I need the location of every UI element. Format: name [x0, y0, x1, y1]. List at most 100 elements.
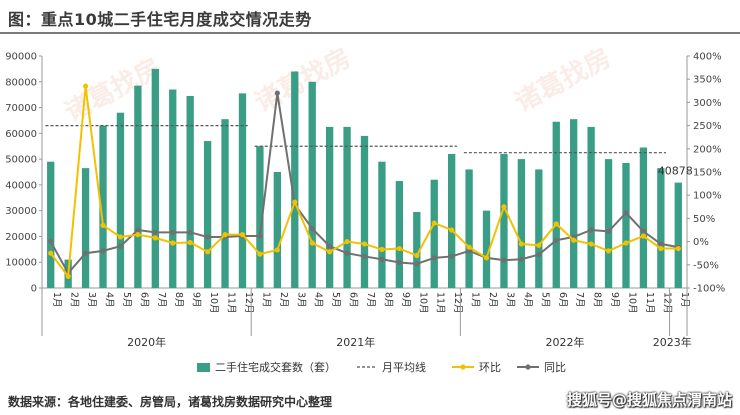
mom-point	[82, 83, 89, 89]
mom-point	[135, 232, 141, 238]
bar	[325, 126, 334, 288]
mom-point	[658, 245, 664, 252]
mom-point	[571, 237, 577, 243]
legend-label: 同比	[544, 361, 566, 374]
x-tick-label: 5月	[539, 292, 550, 308]
x-tick-label: 9月	[609, 292, 620, 308]
x-tick-label: 4月	[104, 292, 115, 308]
title-bar: 图：重点10城二手住宅月度成交情况走势	[0, 0, 740, 34]
mom-point	[239, 232, 246, 238]
yoy-point	[48, 239, 54, 245]
x-tick-label: 5月	[121, 292, 132, 308]
yoy-point	[205, 234, 211, 240]
bar	[169, 89, 177, 288]
mom-point	[170, 240, 176, 246]
x-tick-label: 3月	[295, 292, 306, 308]
mom-point	[327, 249, 333, 255]
right-tick-label: 200%	[693, 144, 722, 155]
yoy-point	[640, 228, 647, 234]
mom-point	[518, 241, 524, 247]
left-tick-label: 90000	[5, 52, 37, 63]
yoy-point	[170, 229, 176, 235]
x-tick-label: 11月	[435, 292, 446, 314]
bar	[343, 126, 351, 288]
bar	[395, 181, 404, 288]
left-tick-label: 10000	[5, 258, 37, 269]
year-label: 2023年	[653, 335, 692, 349]
bar	[308, 81, 316, 289]
mom-point	[65, 273, 71, 279]
x-tick-label: 12月	[243, 292, 254, 314]
x-tick-label: 7月	[156, 292, 167, 308]
left-tick-label: 30000	[5, 206, 37, 217]
right-tick-label: -50%	[693, 260, 719, 271]
legend-swatch-yoy-dot	[525, 364, 531, 370]
x-tick-label: 4月	[522, 292, 533, 308]
mom-point	[257, 251, 263, 257]
bar	[151, 68, 159, 288]
mom-point	[449, 227, 455, 233]
x-tick-label: 1月	[260, 292, 271, 308]
mom-point	[309, 240, 315, 246]
yoy-point	[327, 243, 333, 249]
left-tick-label: 60000	[5, 129, 37, 140]
x-tick-label: 7月	[365, 292, 376, 308]
bar	[622, 162, 630, 288]
left-tick-label: 80000	[5, 77, 37, 88]
bar	[221, 119, 229, 289]
bar	[238, 93, 247, 288]
x-tick-label: 9月	[400, 292, 411, 308]
chart-title: 图：重点10城二手住宅月度成交情况走势	[8, 10, 312, 29]
yoy-point	[309, 226, 315, 232]
bar	[465, 169, 473, 288]
chart: 0 10000 20000 30000 40000 50000 60000 70000 8000…	[5, 52, 725, 375]
yoy-point	[117, 243, 124, 249]
x-tick-label: 6月	[348, 292, 359, 308]
mom-point	[483, 255, 490, 261]
x-tick-label: 7月	[574, 292, 585, 308]
x-tick-label: 10月	[208, 292, 219, 314]
yoy-point	[466, 248, 472, 254]
left-tick-label: 50000	[5, 155, 37, 166]
bar	[552, 121, 560, 288]
mom-point	[414, 252, 420, 259]
mom-point	[100, 222, 106, 228]
yoy-point	[623, 210, 629, 216]
left-tick-label: 40000	[5, 180, 37, 191]
right-tick-label: 50%	[693, 214, 715, 225]
right-tick-label: 0%	[693, 237, 709, 248]
x-tick-label: 6月	[138, 292, 149, 308]
legend-label: 月平均线	[382, 360, 426, 374]
x-tick-label: 10月	[417, 292, 428, 314]
bar	[482, 210, 491, 288]
mom-point	[588, 241, 594, 247]
mom-point	[292, 199, 298, 205]
mom-point	[640, 233, 647, 239]
bar	[360, 135, 369, 288]
bar	[535, 169, 543, 288]
yoy-point	[431, 255, 437, 261]
mom-point	[623, 240, 629, 246]
bar	[256, 146, 264, 288]
yoy-point	[518, 256, 524, 262]
bar	[186, 95, 194, 288]
right-tick-label: 400%	[693, 52, 722, 63]
bar	[604, 159, 613, 288]
legend-label: 环比	[479, 361, 501, 374]
x-tick-label: 2月	[487, 292, 498, 308]
x-tick-label: 8月	[173, 292, 184, 308]
mom-point	[675, 245, 681, 252]
yoy-point	[152, 229, 158, 235]
right-tick-label: 300%	[693, 98, 722, 109]
year-label: 2020年	[127, 335, 166, 349]
yoy-point	[449, 253, 455, 260]
x-tick-label: 1月	[470, 292, 481, 308]
legend-label: 二手住宅成交套数（套）	[215, 360, 336, 374]
x-tick-label: 9月	[191, 292, 202, 308]
bar	[378, 161, 386, 288]
left-tick-label: 70000	[5, 103, 37, 114]
data-source: 数据来源：各地住建委、房管局，诸葛找房数据研究中心整理	[8, 395, 333, 409]
mom-point	[396, 245, 402, 252]
year-label: 2022年	[545, 335, 584, 349]
bar	[587, 126, 595, 288]
